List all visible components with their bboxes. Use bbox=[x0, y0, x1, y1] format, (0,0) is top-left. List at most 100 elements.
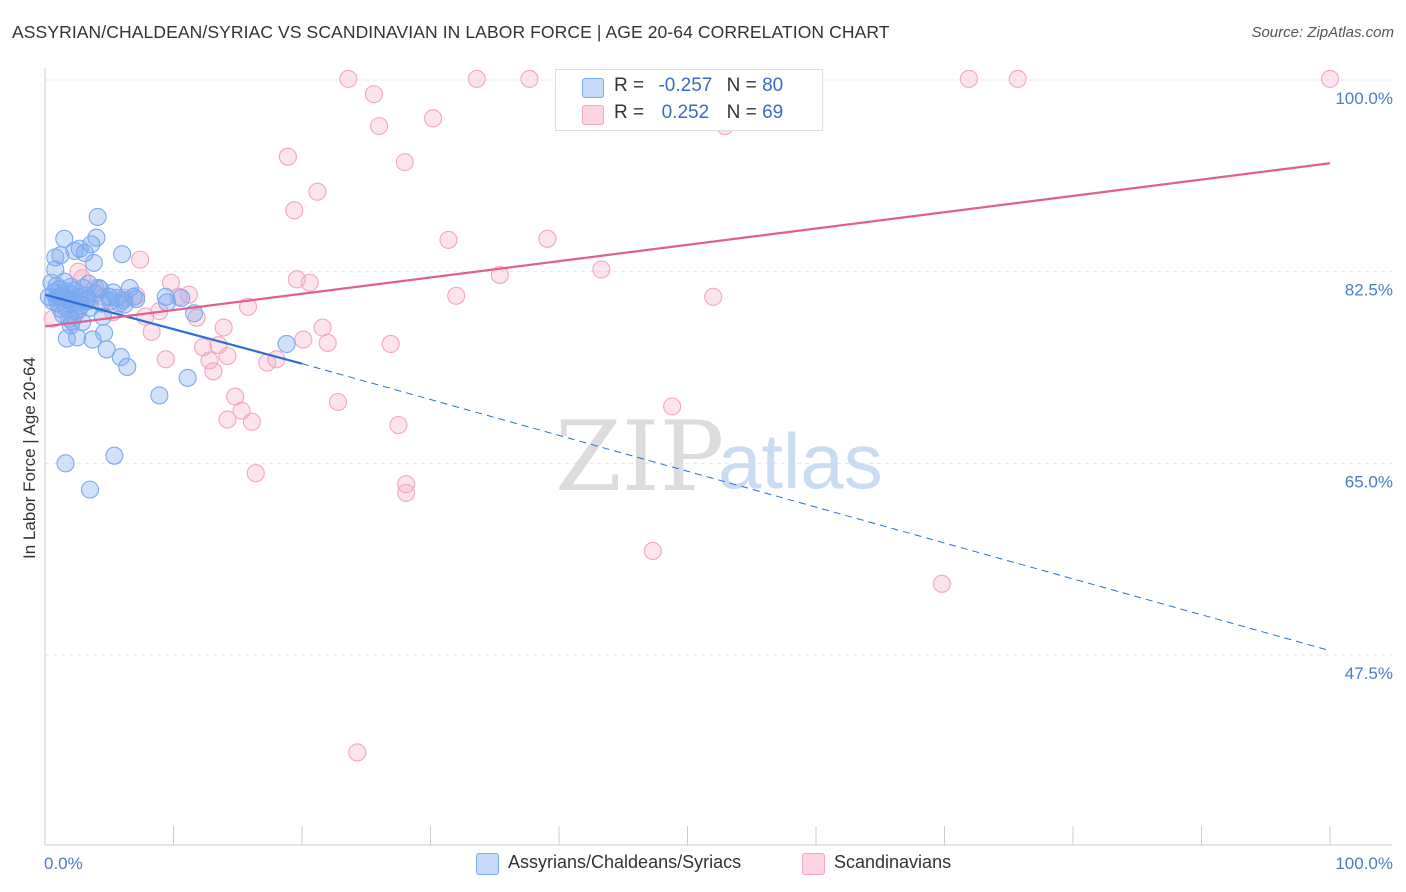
point-scandinavians bbox=[397, 475, 416, 494]
bottom-legend-label-scandinavians: Scandinavians bbox=[834, 852, 952, 872]
point-scandinavians bbox=[389, 415, 408, 435]
trendline-scandinavians bbox=[44, 162, 1331, 328]
point-scandinavians bbox=[313, 318, 332, 337]
point-assyrians bbox=[95, 323, 114, 343]
point-scandinavians bbox=[370, 116, 389, 136]
point-scandinavians bbox=[204, 362, 223, 381]
point-scandinavians bbox=[959, 69, 978, 88]
watermark-atlas: atlas bbox=[718, 417, 883, 505]
point-assyrians bbox=[127, 289, 146, 309]
legend-swatch-assyrians bbox=[582, 78, 604, 98]
point-scandinavians bbox=[328, 392, 348, 412]
point-assyrians bbox=[68, 328, 87, 347]
point-scandinavians bbox=[1008, 69, 1027, 88]
point-scandinavians bbox=[932, 574, 951, 593]
point-scandinavians bbox=[395, 153, 414, 172]
point-assyrians bbox=[118, 357, 137, 377]
trendline-assyrians-dashed bbox=[301, 363, 1331, 652]
point-assyrians bbox=[111, 348, 130, 367]
point-assyrians bbox=[88, 207, 107, 226]
x-tick-label: 0.0% bbox=[44, 854, 83, 873]
trend-lines bbox=[44, 162, 1331, 652]
x-tick-labels: 0.0% 100.0% bbox=[44, 854, 1393, 873]
point-assyrians bbox=[55, 229, 74, 248]
x-tick-label: 100.0% bbox=[1335, 854, 1393, 873]
point-assyrians bbox=[150, 386, 169, 405]
point-scandinavians bbox=[490, 265, 509, 285]
point-scandinavians bbox=[131, 250, 150, 269]
source-label: Source: ZipAtlas.com bbox=[1251, 24, 1394, 41]
point-scandinavians bbox=[364, 85, 384, 104]
point-scandinavians bbox=[339, 69, 358, 88]
axes bbox=[44, 68, 1392, 846]
point-assyrians bbox=[62, 311, 82, 331]
point-scandinavians bbox=[218, 346, 237, 366]
point-scandinavians bbox=[663, 397, 682, 416]
point-scandinavians bbox=[381, 334, 400, 354]
point-assyrians bbox=[91, 280, 110, 299]
y-tick-label: 65.0% bbox=[1345, 472, 1393, 491]
point-assyrians bbox=[84, 253, 103, 272]
point-scandinavians bbox=[538, 229, 557, 248]
point-scandinavians bbox=[246, 464, 265, 483]
point-assyrians bbox=[124, 287, 143, 306]
point-assyrians bbox=[105, 446, 124, 465]
watermark-zip: ZIP bbox=[555, 401, 724, 513]
y-axis-title: In Labor Force | Age 20-64 bbox=[20, 357, 39, 559]
point-assyrians bbox=[80, 480, 100, 499]
point-scandinavians bbox=[520, 69, 539, 88]
legend-r-label: R = bbox=[614, 102, 645, 123]
legend-n-label: N = bbox=[726, 102, 757, 123]
point-scandinavians bbox=[218, 410, 237, 429]
point-scandinavians bbox=[424, 109, 443, 128]
point-assyrians bbox=[178, 368, 197, 387]
point-assyrians bbox=[56, 454, 75, 473]
correlation-legend: R = -0.257 N = 80 R = 0.252 N = 69 bbox=[555, 69, 823, 131]
trendline-assyrians-solid bbox=[44, 293, 303, 365]
point-scandinavians bbox=[643, 541, 662, 561]
point-scandinavians bbox=[285, 201, 304, 220]
point-scandinavians bbox=[308, 182, 327, 201]
point-assyrians bbox=[113, 245, 132, 264]
legend-r-value: -0.257 bbox=[658, 75, 713, 96]
point-scandinavians bbox=[318, 333, 337, 352]
point-assyrians bbox=[277, 334, 296, 354]
point-scandinavians bbox=[194, 338, 213, 357]
point-assyrians bbox=[120, 279, 139, 298]
point-scandinavians bbox=[592, 260, 611, 279]
y-tick-label: 100.0% bbox=[1335, 89, 1393, 108]
y-tick-labels: 100.0% 82.5% 65.0% 47.5% bbox=[1335, 89, 1393, 683]
grid-lines bbox=[45, 79, 1392, 656]
point-scandinavians bbox=[161, 273, 180, 292]
legend-n-value: 69 bbox=[762, 102, 784, 123]
legend-swatch-scandinavians bbox=[582, 105, 604, 125]
point-scandinavians bbox=[704, 287, 723, 306]
watermark: ZIP atlas bbox=[555, 401, 883, 513]
point-scandinavians bbox=[242, 412, 261, 431]
point-assyrians bbox=[172, 288, 191, 308]
point-assyrians bbox=[83, 330, 102, 349]
bottom-legend-swatch-assyrians bbox=[476, 853, 499, 875]
point-scandinavians bbox=[447, 286, 466, 305]
y-tick-label: 47.5% bbox=[1345, 664, 1393, 683]
bottom-legend-label-assyrians: Assyrians/Chaldeans/Syriacs bbox=[508, 852, 742, 872]
point-assyrians bbox=[87, 228, 106, 247]
legend-n-label: N = bbox=[726, 75, 757, 96]
point-scandinavians bbox=[439, 230, 458, 249]
point-scandinavians bbox=[1320, 69, 1340, 88]
point-scandinavians bbox=[348, 743, 367, 762]
point-scandinavians bbox=[467, 69, 486, 88]
bottom-legend-swatch-scandinavians bbox=[802, 853, 825, 875]
data-points bbox=[39, 69, 1340, 762]
point-scandinavians bbox=[294, 330, 313, 349]
y-tick-label: 82.5% bbox=[1345, 281, 1393, 300]
point-scandinavians bbox=[156, 350, 175, 369]
point-scandinavians bbox=[300, 273, 319, 292]
point-scandinavians bbox=[214, 318, 233, 337]
point-assyrians bbox=[97, 340, 116, 359]
legend-r-value: 0.252 bbox=[661, 102, 710, 123]
legend-n-value: 80 bbox=[762, 75, 784, 96]
point-assyrians bbox=[156, 287, 175, 306]
point-scandinavians bbox=[238, 297, 258, 316]
